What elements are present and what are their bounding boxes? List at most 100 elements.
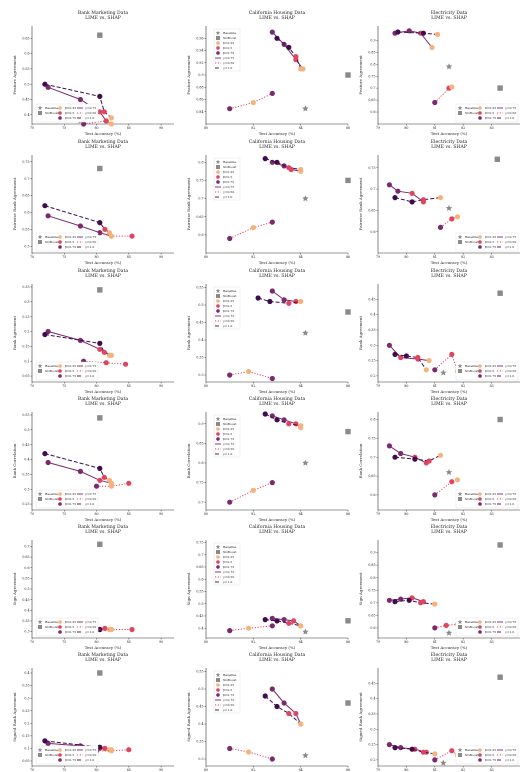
legend-label: β=0.5 <box>485 240 494 244</box>
x-tick-label: 75 <box>62 640 66 644</box>
series-line <box>394 353 427 371</box>
x-axis-label: Test Accuracy (%) <box>259 131 296 136</box>
x-tick-label: 75 <box>62 768 66 772</box>
y-tick-label: 0.6 <box>370 110 375 114</box>
x-tick-label: 80 <box>404 126 408 130</box>
x-tick-label: 83 <box>490 768 494 772</box>
y-axis-label: Signed Rank Agreement <box>12 692 17 742</box>
legend-label: γ=0.50 <box>505 369 516 373</box>
x-tick-label: 86 <box>346 384 350 388</box>
legend-dot-icon <box>478 369 482 373</box>
x-tick-label: 79 <box>376 255 380 259</box>
y-tick-label: 0.65 <box>22 194 29 198</box>
legend: BaselineXGBoostβ=0.25β=0.5β=0.75γ=0.75γ=… <box>213 157 241 201</box>
legend-square-icon <box>38 753 42 757</box>
y-tick-label: 0.9 <box>198 422 203 426</box>
legend-label: β=0.75 <box>65 758 76 762</box>
data-point <box>97 465 103 471</box>
chart-title: Bank Marketing Data <box>78 652 128 658</box>
xgboost-square-marker <box>97 415 103 421</box>
x-axis-label: Test Accuracy (%) <box>85 131 122 136</box>
data-point <box>429 44 435 51</box>
x-tick-label: 82 <box>251 384 255 388</box>
legend-label: Baseline <box>45 364 59 368</box>
y-tick-label: 0.45 <box>22 443 29 447</box>
legend-dot-icon <box>216 565 220 569</box>
x-tick-label: 80 <box>95 255 99 259</box>
x-tick-label: 80 <box>204 126 208 130</box>
legend-label: γ=1.0 <box>85 502 94 506</box>
series-line <box>229 482 273 503</box>
legend-label: β=0.5 <box>485 753 494 757</box>
legend-label: γ=0.50 <box>223 447 234 451</box>
x-tick-label: 83 <box>490 384 494 388</box>
x-axis-label: Test Accuracy (%) <box>431 645 468 650</box>
legend-label: β=0.5 <box>223 175 232 179</box>
legend-label: XGBoost <box>223 294 237 298</box>
legend-star-icon <box>37 619 43 624</box>
legend-label: γ=1.0 <box>505 502 514 506</box>
y-tick-label: 0.7 <box>370 601 375 605</box>
y-tick-label: 0.86 <box>196 98 203 102</box>
legend: BaselineXGBoostβ=0.25β=0.5β=0.75γ=0.75γ=… <box>35 103 99 123</box>
legend-label: γ=0.75 <box>223 442 234 446</box>
legend-label: γ=1.0 <box>223 452 232 456</box>
y-tick-label: 0.7 <box>24 177 29 181</box>
y-tick-label: 0.3 <box>370 343 375 347</box>
legend-dot-icon <box>58 625 62 629</box>
y-axis-label: Pairwise Rank Agreement <box>12 177 17 230</box>
y-axis-label: Feature Agreement <box>186 55 191 95</box>
legend-label: Baseline <box>223 545 237 549</box>
legend-label: γ=0.75 <box>505 106 516 110</box>
x-tick-label: 82 <box>461 126 465 130</box>
x-tick-label: 79 <box>376 126 380 130</box>
y-axis-label: Rank Correlation <box>186 443 191 478</box>
data-point <box>97 744 103 750</box>
legend-label: γ=0.75 <box>223 314 234 318</box>
legend-box <box>35 103 99 123</box>
legend: BaselineXGBoostβ=0.25β=0.5β=0.75γ=0.75γ=… <box>35 232 99 252</box>
x-axis-label: Test Accuracy (%) <box>259 645 296 650</box>
data-point <box>262 617 268 623</box>
data-point <box>250 225 256 231</box>
y-axis-label: Rank Agreement <box>12 316 17 351</box>
y-axis-label: Sign Agreement <box>186 572 191 605</box>
chart-subtitle: LIME vs. SHAP <box>85 144 121 150</box>
data-point <box>269 686 275 692</box>
y-tick-label: 0.35 <box>22 285 29 289</box>
y-tick-label: 0.15 <box>22 734 29 738</box>
legend-label: β=0.25 <box>485 492 496 496</box>
legend-label: β=0.5 <box>223 46 232 50</box>
legend-dot-icon <box>478 116 482 120</box>
legend-label: XGBoost <box>45 753 59 757</box>
legend: BaselineXGBoostβ=0.25β=0.5β=0.75γ=0.75γ=… <box>35 489 99 509</box>
chart-subtitle: LIME vs. SHAP <box>431 15 467 21</box>
x-tick-label: 83 <box>490 512 494 516</box>
x-tick-label: 75 <box>62 384 66 388</box>
y-tick-label: 0.65 <box>368 208 375 212</box>
data-point <box>45 459 51 466</box>
y-tick-label: 0.3 <box>24 630 29 634</box>
legend-label: γ=0.75 <box>223 56 234 60</box>
y-tick-label: 0.45 <box>196 321 203 325</box>
series-line <box>229 92 273 110</box>
data-point <box>255 295 261 301</box>
x-tick-label: 81 <box>433 255 437 259</box>
data-point <box>386 597 392 603</box>
data-point <box>449 216 455 222</box>
legend-dot-icon <box>478 111 482 115</box>
y-tick-label: 0.5 <box>24 428 29 432</box>
y-tick-label: 0.65 <box>368 474 375 478</box>
legend-square-icon <box>458 753 462 757</box>
data-point <box>406 597 412 603</box>
legend-label: XGBoost <box>45 497 59 501</box>
y-tick-label: 0.7 <box>370 86 375 90</box>
y-tick-label: 0.6 <box>370 493 375 497</box>
legend-label: γ=0.50 <box>223 190 234 194</box>
series-line <box>434 353 458 372</box>
x-tick-label: 75 <box>62 255 66 259</box>
legend-label: β=0.25 <box>65 364 76 368</box>
